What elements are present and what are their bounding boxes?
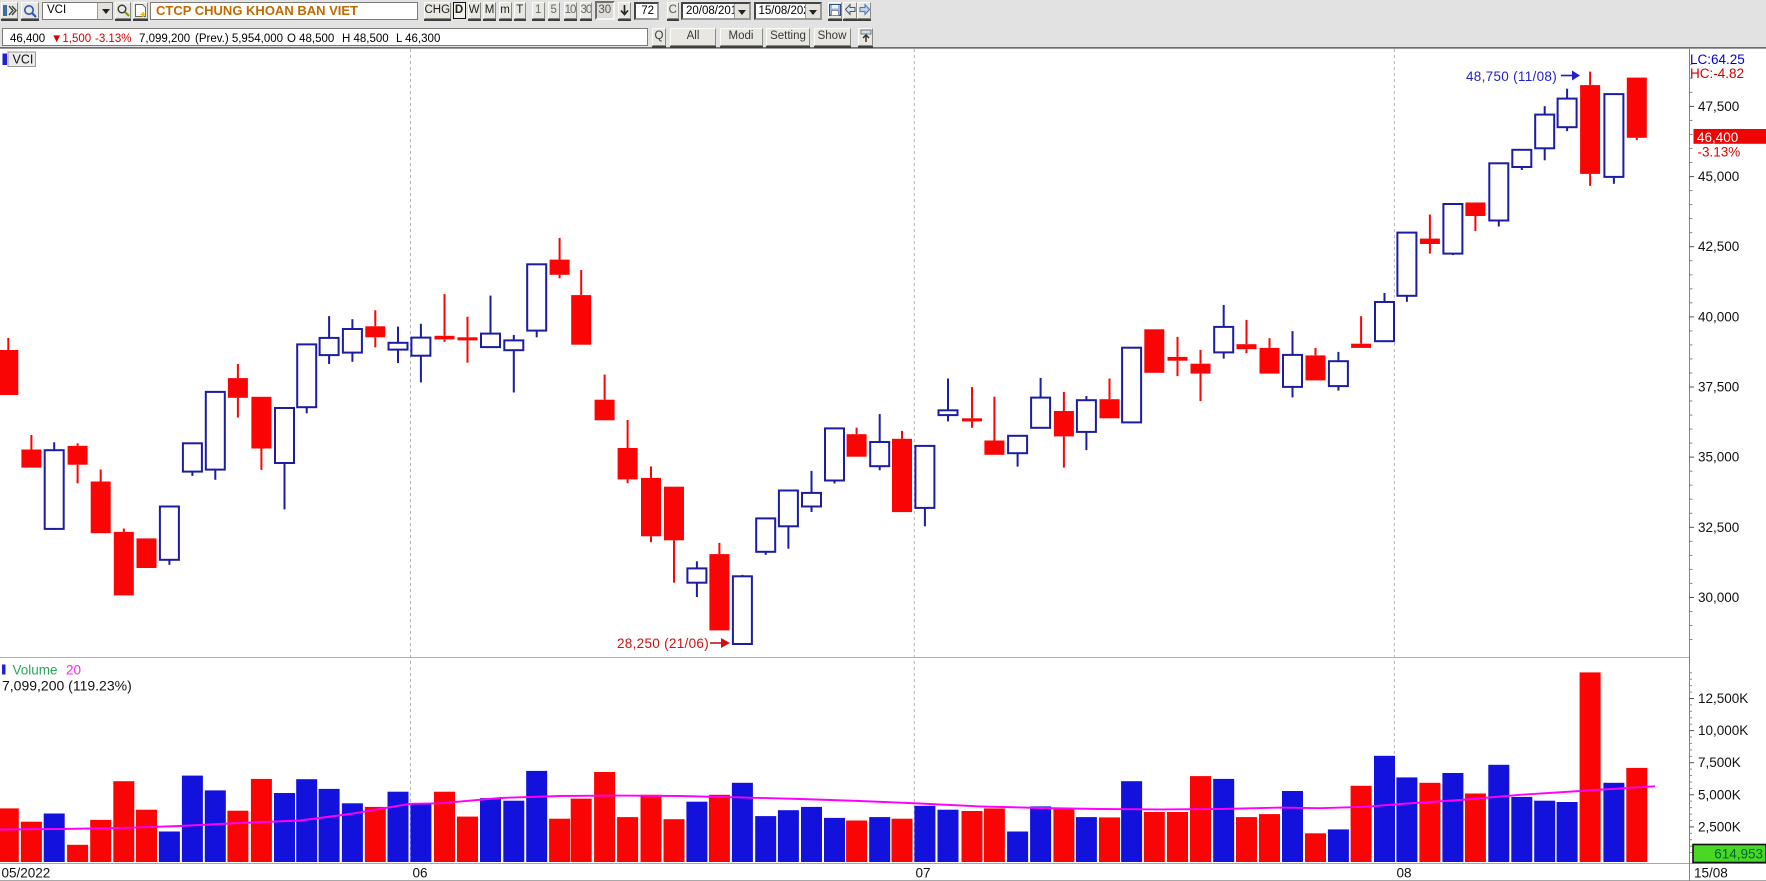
svg-text:42,500: 42,500 xyxy=(1698,239,1739,254)
svg-text:46,400: 46,400 xyxy=(1697,130,1738,145)
svg-text:614,953: 614,953 xyxy=(1714,847,1763,862)
svg-text:Volume: Volume xyxy=(13,663,58,678)
svg-text:48,750 (11/08): 48,750 (11/08) xyxy=(1466,69,1557,84)
svg-text:2,500K: 2,500K xyxy=(1698,819,1741,834)
svg-text:45,000: 45,000 xyxy=(1698,169,1739,184)
svg-text:12,500K: 12,500K xyxy=(1698,691,1748,706)
svg-text:HC:-4.82: HC:-4.82 xyxy=(1690,66,1744,81)
svg-text:7,099,200 (119.23%): 7,099,200 (119.23%) xyxy=(2,678,132,694)
svg-text:08: 08 xyxy=(1397,866,1412,881)
svg-text:7,500K: 7,500K xyxy=(1698,755,1741,770)
svg-text:06: 06 xyxy=(413,866,428,881)
svg-text:30,000: 30,000 xyxy=(1698,590,1739,605)
svg-text:10,000K: 10,000K xyxy=(1698,723,1748,738)
svg-text:5,000K: 5,000K xyxy=(1698,787,1741,802)
svg-text:47,500: 47,500 xyxy=(1698,99,1739,114)
svg-text:40,000: 40,000 xyxy=(1698,309,1739,324)
svg-text:37,500: 37,500 xyxy=(1698,380,1739,395)
svg-text:VCI: VCI xyxy=(13,53,34,67)
svg-text:LC:64.25: LC:64.25 xyxy=(1690,52,1745,67)
svg-text:15/08: 15/08 xyxy=(1694,866,1728,881)
svg-text:-3.13%: -3.13% xyxy=(1698,144,1741,159)
svg-text:20: 20 xyxy=(66,663,81,678)
svg-text:32,500: 32,500 xyxy=(1698,520,1739,535)
svg-text:05/2022: 05/2022 xyxy=(2,866,51,881)
svg-text:35,000: 35,000 xyxy=(1698,450,1739,465)
svg-text:07: 07 xyxy=(916,866,931,881)
svg-text:28,250 (21/06): 28,250 (21/06) xyxy=(617,636,709,651)
